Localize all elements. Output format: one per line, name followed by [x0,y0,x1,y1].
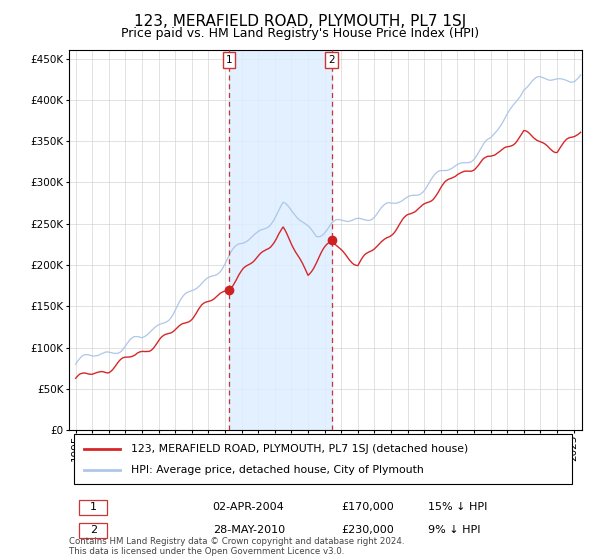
Text: Price paid vs. HM Land Registry's House Price Index (HPI): Price paid vs. HM Land Registry's House … [121,27,479,40]
Bar [229,50,332,430]
Text: 28-MAY-2010: 28-MAY-2010 [212,525,285,535]
Text: £170,000: £170,000 [341,502,394,512]
Text: 02-APR-2004: 02-APR-2004 [212,502,284,512]
Text: 15% ↓ HPI: 15% ↓ HPI [428,502,487,512]
Text: 2: 2 [90,525,97,535]
Text: 2: 2 [328,55,335,66]
Text: 9% ↓ HPI: 9% ↓ HPI [428,525,481,535]
Text: Contains HM Land Registry data © Crown copyright and database right 2024.
This d: Contains HM Land Registry data © Crown c… [69,537,404,556]
FancyBboxPatch shape [79,522,107,538]
Text: 123, MERAFIELD ROAD, PLYMOUTH, PL7 1SJ (detached house): 123, MERAFIELD ROAD, PLYMOUTH, PL7 1SJ (… [131,444,468,454]
FancyBboxPatch shape [74,433,572,483]
Text: 1: 1 [226,55,233,66]
FancyBboxPatch shape [79,500,107,515]
Text: £230,000: £230,000 [341,525,394,535]
Text: HPI: Average price, detached house, City of Plymouth: HPI: Average price, detached house, City… [131,465,424,474]
Text: 1: 1 [90,502,97,512]
Text: 123, MERAFIELD ROAD, PLYMOUTH, PL7 1SJ: 123, MERAFIELD ROAD, PLYMOUTH, PL7 1SJ [134,14,466,29]
